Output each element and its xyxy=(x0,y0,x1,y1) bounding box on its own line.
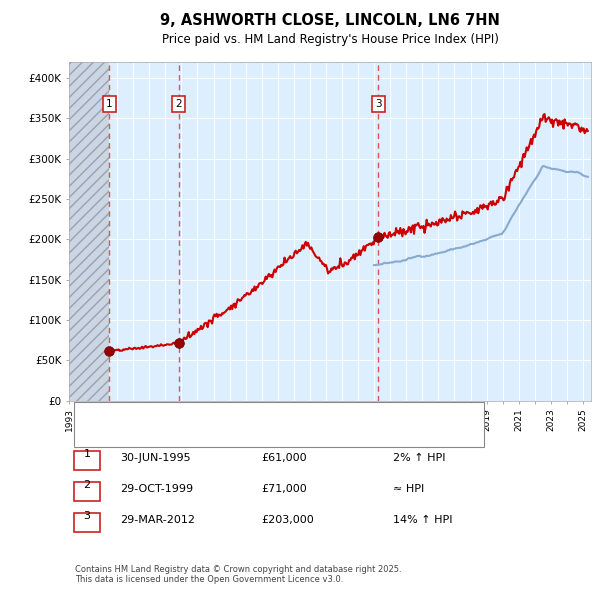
Text: 2% ↑ HPI: 2% ↑ HPI xyxy=(393,453,445,463)
Text: 1: 1 xyxy=(83,449,91,459)
Text: 9, ASHWORTH CLOSE, LINCOLN, LN6 7HN: 9, ASHWORTH CLOSE, LINCOLN, LN6 7HN xyxy=(160,13,500,28)
Text: £203,000: £203,000 xyxy=(261,516,314,526)
Text: 29-OCT-1999: 29-OCT-1999 xyxy=(120,484,193,494)
Text: 30-JUN-1995: 30-JUN-1995 xyxy=(120,453,191,463)
Text: 2: 2 xyxy=(175,99,182,109)
Text: 29-MAR-2012: 29-MAR-2012 xyxy=(120,516,195,526)
Text: Price paid vs. HM Land Registry's House Price Index (HPI): Price paid vs. HM Land Registry's House … xyxy=(161,33,499,46)
Text: 2: 2 xyxy=(83,480,91,490)
Text: 3: 3 xyxy=(83,512,91,522)
Text: HPI: Average price, detached house, Lincoln: HPI: Average price, detached house, Linc… xyxy=(114,429,344,439)
Text: 9, ASHWORTH CLOSE, LINCOLN, LN6 7HN (detached house): 9, ASHWORTH CLOSE, LINCOLN, LN6 7HN (det… xyxy=(114,411,424,421)
Text: 3: 3 xyxy=(375,99,382,109)
Text: Contains HM Land Registry data © Crown copyright and database right 2025.
This d: Contains HM Land Registry data © Crown c… xyxy=(75,565,401,584)
Text: 1: 1 xyxy=(106,99,112,109)
Text: ≈ HPI: ≈ HPI xyxy=(393,484,424,494)
Text: £71,000: £71,000 xyxy=(261,484,307,494)
Text: £61,000: £61,000 xyxy=(261,453,307,463)
Bar xyxy=(69,62,109,401)
Text: 14% ↑ HPI: 14% ↑ HPI xyxy=(393,516,452,526)
